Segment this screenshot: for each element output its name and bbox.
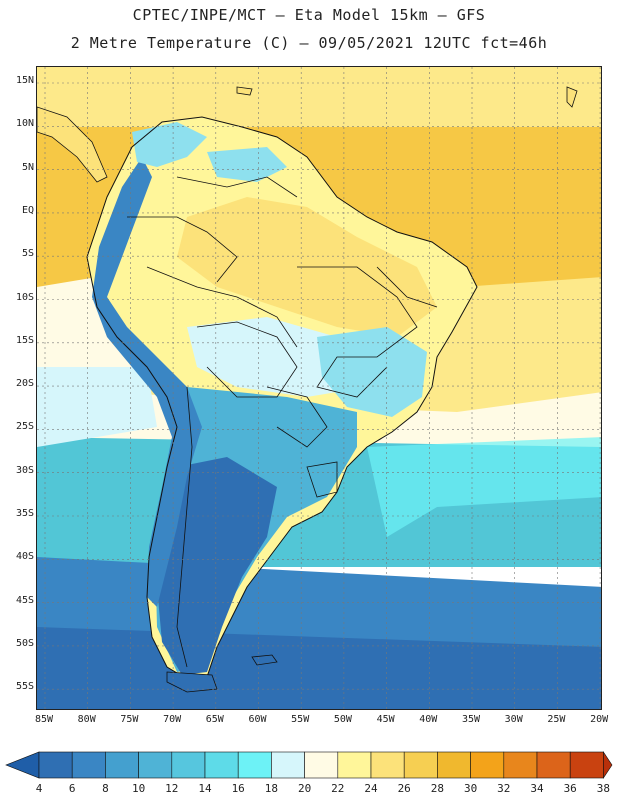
colorbar-tick-label: 12 [165,782,179,795]
caribbean-islands [236,86,578,108]
colorbar-tick-label: 6 [68,782,76,795]
lat-label: 15S [15,334,34,346]
colorbar-tick-label: 36 [563,782,577,795]
guiana-highlands-cool [207,147,287,182]
colorbar-under-arrow [5,751,40,779]
colorbar-swatch [204,751,239,779]
lat-label: 45S [15,594,34,606]
border-brazil-east [376,266,438,308]
northern-andes-cool [132,122,207,167]
border-uruguay [306,461,338,498]
lon-label: 30W [504,714,523,725]
colorbar-swatch [171,751,206,779]
lat-label: 50S [15,637,34,649]
lat-label: 30S [15,464,34,476]
temperature-colorbar [5,751,613,779]
colorbar-tick-label: 22 [331,782,345,795]
colorbar-swatch [569,751,604,779]
colorbar-swatch [138,751,173,779]
colorbar-swatch [337,751,372,779]
lon-label: 45W [376,714,395,725]
temperature-map [37,67,601,709]
central-america [37,106,108,183]
colorbar-tick-label: 32 [497,782,511,795]
lat-label: 35S [15,508,34,519]
lon-label: 40W [419,714,438,725]
lat-label: 10S [15,291,34,303]
border-peru-brazil [146,266,298,348]
border-colombia [127,216,238,283]
south-america-land [37,86,578,693]
lon-label: 55W [291,714,310,725]
country-borders [127,176,438,668]
colorbar-tick-label: 14 [198,782,212,795]
lat-label: 20S [15,378,34,390]
colorbar-swatch [237,751,272,779]
colorbar-swatch [403,751,438,779]
colorbar-swatch [437,751,471,779]
lon-label: 80W [77,714,96,725]
brazil-highlands-cool [317,327,427,417]
map-title-line-2: 2 Metre Temperature (C) – 09/05/2021 12U… [70,34,548,52]
map-title-line-1: CPTEC/INPE/MCT – Eta Model 15km – GFS [132,6,486,24]
colorbar-tick-label: 38 [596,782,611,795]
pacific-cool-tongue-2 [37,367,157,447]
lat-label: 25S [15,421,34,433]
lon-label: 85W [34,714,54,725]
lat-label: 5S [21,248,34,260]
lon-label: 60W [248,714,267,725]
border-argentina-chile [176,386,193,668]
colorbar-tick-label: 10 [131,782,146,795]
colorbar-tick-label: 28 [430,782,445,795]
colorbar-swatch [503,751,538,779]
lon-label: 75W [120,714,139,725]
lon-label: 70W [163,714,182,725]
colorbar-over-arrow [603,751,613,779]
colorbar-swatch [536,751,571,779]
colorbar-swatch [38,751,73,779]
lon-label: 35W [461,714,481,725]
lat-label: 10N [15,118,34,130]
border-venezuela [176,176,298,198]
colorbar-tick-label: 4 [35,782,43,795]
lat-label: 15N [15,75,34,86]
graticule-grid [37,67,601,709]
lon-label: 50W [333,714,352,725]
coastline [86,116,478,680]
lon-label: 25W [547,714,566,725]
lon-label: 65W [205,714,224,725]
colorbar-swatch [271,751,305,779]
colorbar-tick-label: 18 [264,782,279,795]
ocean-band-cool-east [367,437,601,537]
colorbar-swatch [105,751,139,779]
colorbar-swatch [304,751,339,779]
lat-label: EQ [21,204,34,216]
colorbar-tick-label: 30 [463,782,478,795]
colorbar-tick-label: 26 [397,782,411,795]
lat-label: 40S [15,551,34,563]
colorbar-tick-label: 8 [102,782,109,795]
border-paraguay [266,386,328,448]
andes-cold-ridge [92,157,202,607]
ocean-band-subtropical [37,67,601,127]
tierra-del-fuego [166,671,218,693]
colorbar-tick-label: 24 [364,782,378,795]
map-panel [36,66,602,710]
lat-label: 5N [21,161,34,173]
lat-label: 55S [15,681,34,693]
colorbar-tick-label: 34 [530,782,544,795]
colorbar-swatch [370,751,405,779]
lon-label: 20W [590,714,609,725]
border-bolivia [196,321,298,398]
colorbar-tick-label: 16 [231,782,245,795]
colorbar-swatch [71,751,106,779]
colorbar-tick-label: 20 [297,782,312,795]
colorbar-swatch [470,751,505,779]
